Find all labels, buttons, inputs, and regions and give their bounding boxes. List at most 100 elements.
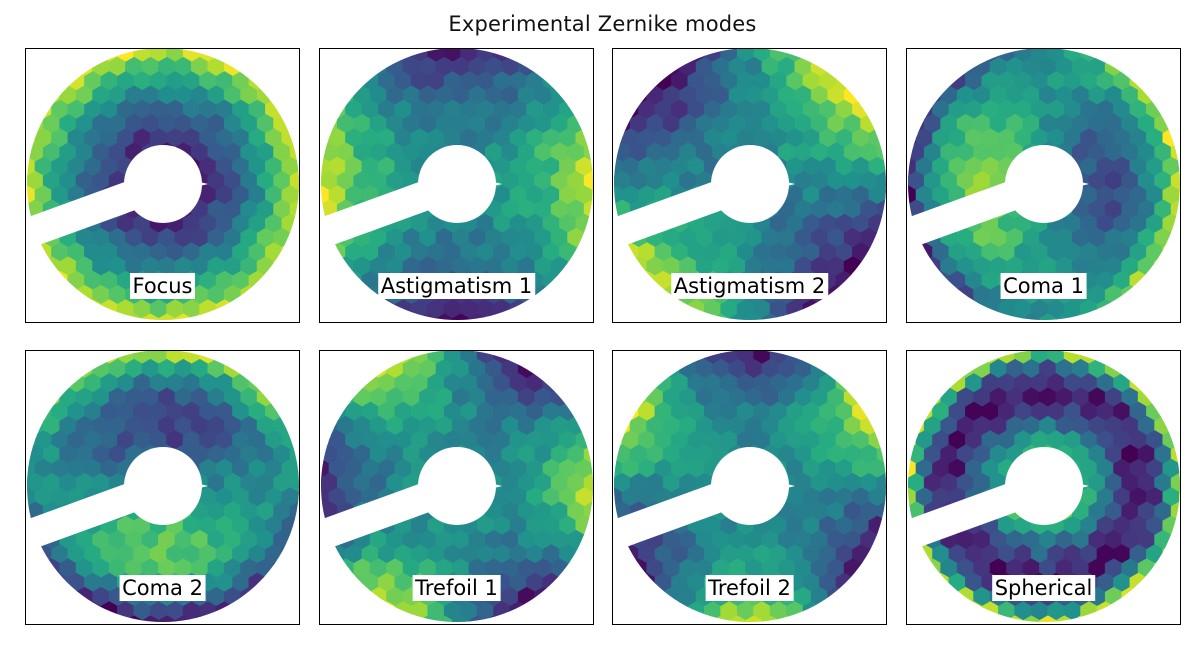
- hex-cell: [141, 387, 160, 408]
- hex-cell: [59, 415, 77, 437]
- panel-label: Astigmatism 2: [670, 273, 829, 299]
- spider-slot: [613, 471, 756, 552]
- hex-cell: [485, 56, 503, 78]
- hex-cell: [378, 572, 396, 593]
- hex-cell: [876, 529, 886, 551]
- hex-cell: [932, 430, 950, 451]
- hex-cell: [1146, 128, 1164, 149]
- hex-cell: [819, 242, 837, 263]
- hex-cell: [51, 373, 69, 394]
- hex-cell: [125, 113, 143, 135]
- hex-cell: [166, 373, 184, 394]
- hex-cell: [493, 213, 511, 234]
- hex-cell: [981, 128, 999, 149]
- hex-cell: [166, 601, 184, 622]
- hex-cell: [654, 156, 673, 177]
- hex-cell: [753, 430, 771, 451]
- hex-cell: [769, 99, 788, 120]
- hex-cell: [493, 242, 511, 263]
- hex-cell: [1047, 544, 1065, 565]
- hex-cell: [476, 49, 495, 63]
- hex-cell: [1104, 256, 1123, 277]
- hex-cell: [240, 415, 258, 437]
- hex-cell: [1129, 128, 1148, 149]
- hex-cell: [1080, 487, 1098, 508]
- hex-cell: [1129, 99, 1148, 120]
- hex-cell: [704, 99, 722, 120]
- hex-cell: [485, 558, 503, 579]
- hex-cell: [419, 529, 437, 551]
- hex-cell: [509, 515, 528, 536]
- hex-cell: [273, 199, 291, 220]
- hex-cell: [679, 529, 697, 551]
- hex-cell: [662, 142, 681, 163]
- mode-map: [907, 351, 1180, 622]
- hex-cell: [174, 227, 193, 249]
- hex-cell: [973, 284, 991, 306]
- hex-cell: [402, 358, 421, 380]
- hex-cell: [981, 71, 999, 92]
- hex-cell: [720, 401, 738, 422]
- hex-cell: [769, 242, 788, 263]
- hex-cell: [215, 99, 234, 120]
- hex-cell: [207, 472, 225, 494]
- hex-cell: [1063, 544, 1082, 565]
- hex-cell: [191, 85, 209, 106]
- hex-cell: [501, 170, 519, 192]
- hex-cell: [460, 99, 478, 120]
- hex-cell: [336, 142, 355, 163]
- hex-cell: [654, 99, 673, 120]
- hex-cell: [1088, 85, 1106, 106]
- hex-cell: [321, 199, 322, 220]
- hex-cell: [265, 515, 283, 536]
- hex-cell: [704, 71, 722, 92]
- hex-cell: [1063, 373, 1082, 394]
- hex-cell: [435, 256, 454, 277]
- hex-cell: [443, 299, 462, 320]
- hex-cell: [158, 313, 176, 320]
- hex-cell: [965, 128, 983, 149]
- hex-cell: [468, 415, 487, 437]
- hex-cell: [567, 501, 585, 522]
- hex-cell: [956, 444, 975, 465]
- hex-cell: [1121, 558, 1139, 579]
- hex-cell: [240, 256, 258, 277]
- hex-cell: [687, 373, 705, 394]
- hex-cell: [452, 256, 470, 277]
- hex-cell: [42, 472, 61, 494]
- hex-cell: [199, 458, 217, 479]
- hex-cell: [133, 299, 151, 320]
- hex-cell: [369, 415, 388, 437]
- hex-cell: [794, 387, 812, 408]
- hex-cell: [199, 213, 217, 234]
- hex-cell: [92, 529, 110, 551]
- hex-cell: [394, 373, 412, 394]
- hex-cell: [108, 56, 127, 78]
- hex-cell: [100, 156, 118, 177]
- hex-cell: [443, 128, 462, 149]
- hex-cell: [100, 373, 118, 394]
- hex-cell: [493, 156, 511, 177]
- hex-cell: [182, 213, 201, 234]
- hex-cell: [1113, 572, 1131, 593]
- hex-cell: [452, 415, 470, 437]
- hex-cell: [810, 256, 829, 277]
- hex-cell: [108, 615, 127, 622]
- hex-cell: [1170, 227, 1180, 249]
- hex-cell: [1014, 99, 1032, 120]
- hex-cell: [1121, 415, 1139, 437]
- hex-cell: [753, 601, 771, 622]
- hex-cell: [281, 458, 299, 479]
- hex-cell: [51, 544, 69, 565]
- hex-cell: [868, 458, 886, 479]
- hex-cell: [419, 56, 437, 78]
- hex-cell: [501, 142, 519, 163]
- hex-cell: [419, 358, 437, 380]
- hex-cell: [534, 227, 552, 249]
- hex-cell: [868, 487, 886, 508]
- hex-cell: [932, 71, 950, 92]
- hex-cell: [638, 487, 656, 508]
- hex-cell: [1104, 142, 1123, 163]
- hex-cell: [835, 242, 854, 263]
- hex-cell: [1104, 558, 1123, 579]
